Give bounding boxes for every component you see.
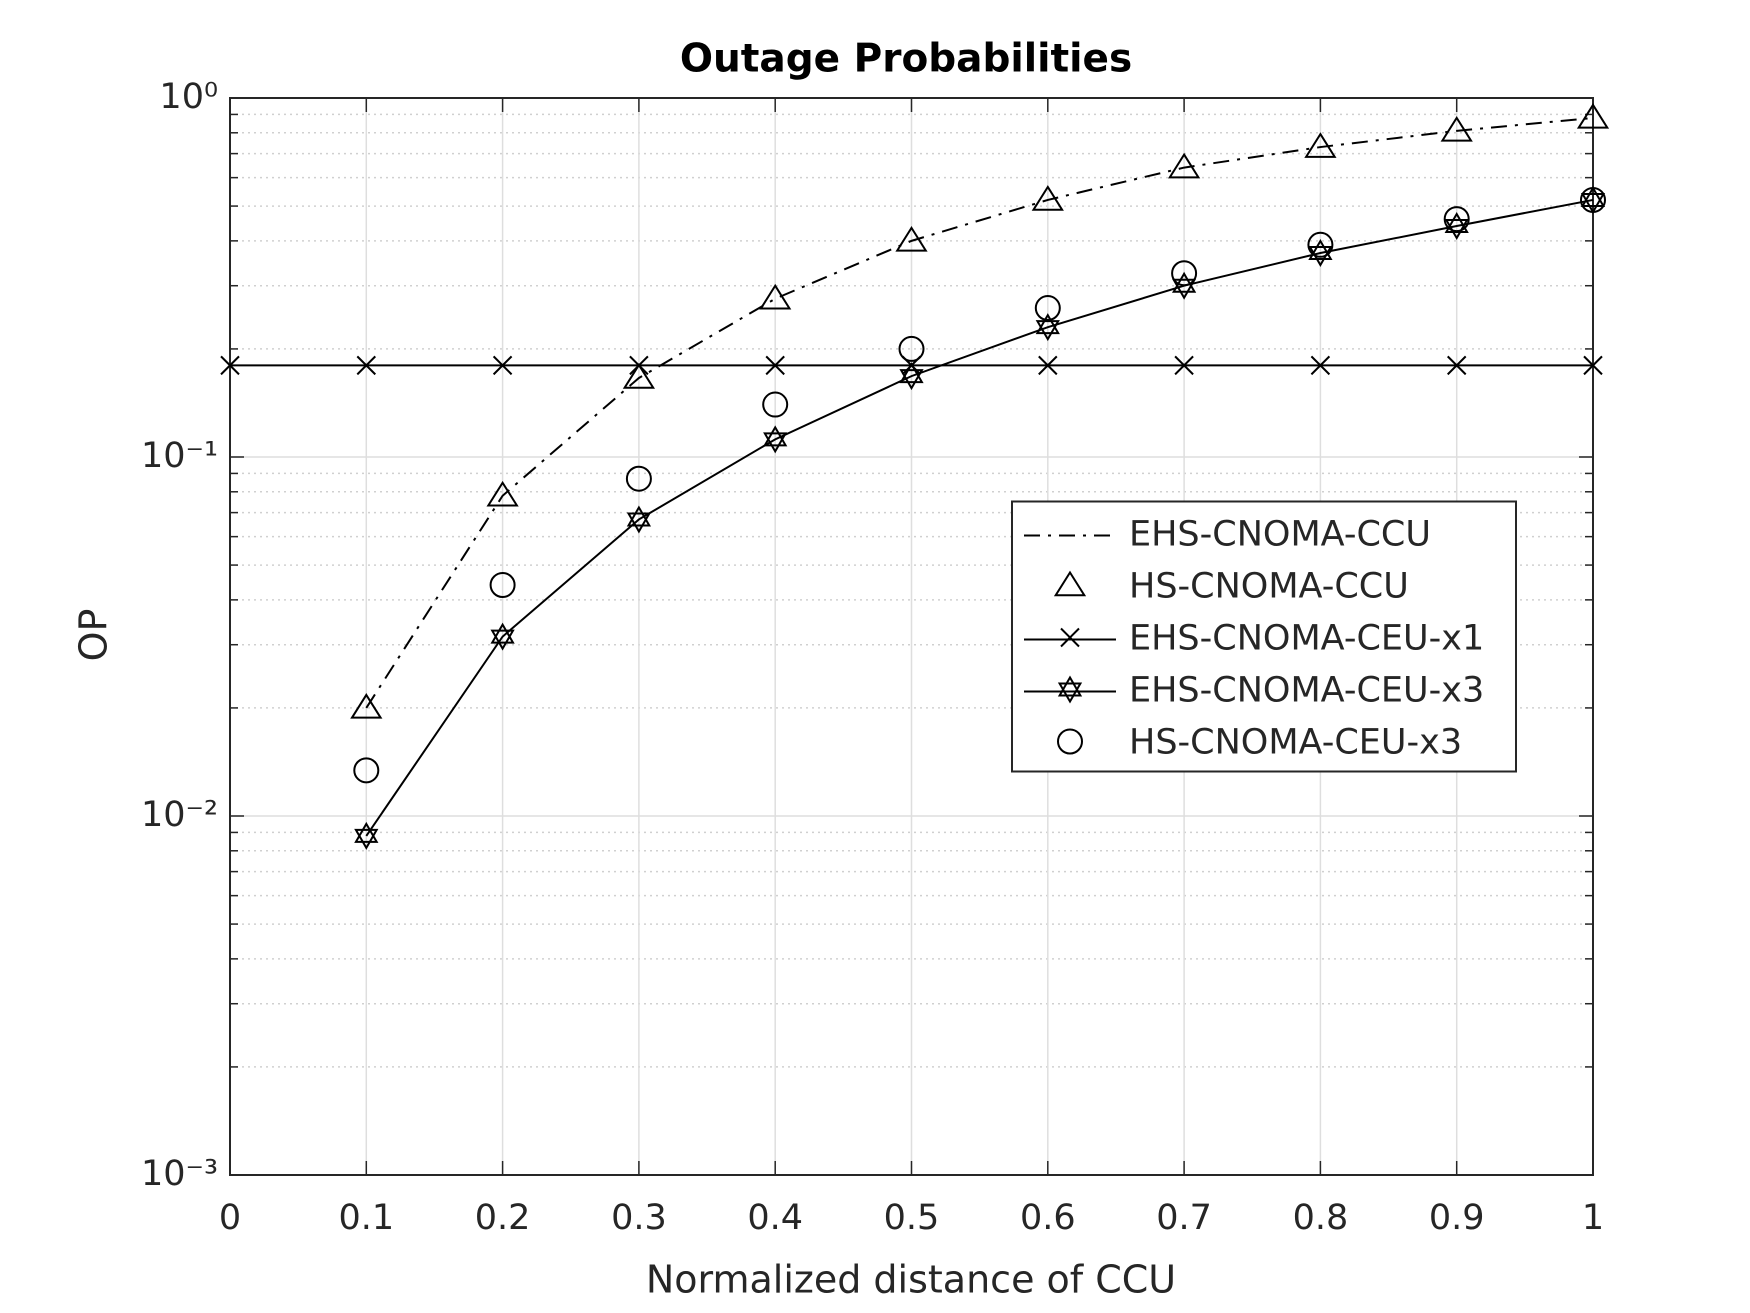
legend-label: HS-CNOMA-CEU-x3 <box>1129 723 1462 763</box>
marker-triangle <box>1440 115 1473 142</box>
y-tick-label: 10⁻¹ <box>141 436 218 476</box>
x-tick-label: 0.2 <box>475 1198 531 1238</box>
x-tick-label: 0 <box>219 1198 241 1238</box>
series-line <box>365 198 1594 837</box>
marker-star <box>354 821 379 850</box>
y-tick-label: 10⁰ <box>159 77 218 117</box>
chart-title: Outage Probabilities <box>680 37 1132 82</box>
x-tick-label: 0.3 <box>611 1198 667 1238</box>
marker-triangle <box>1576 103 1610 129</box>
marker-star <box>899 362 924 391</box>
marker-circle <box>1307 231 1334 258</box>
marker-triangle <box>486 480 519 507</box>
x-tick-label: 0.4 <box>747 1198 803 1238</box>
marker-triangle <box>1031 185 1064 211</box>
marker-triangle <box>1053 570 1087 597</box>
legend-label: EHS-CNOMA-CCU <box>1129 515 1431 555</box>
legend: EHS-CNOMA-CCU HS-CNOMA-CCU EHS-CNOMA-CEU-x… <box>1011 500 1517 773</box>
x-tick-label: 0.6 <box>1020 1198 1076 1238</box>
marker-triangle <box>759 283 792 310</box>
marker-circle <box>1171 260 1198 287</box>
marker-circle <box>1580 186 1606 213</box>
marker-star <box>626 505 652 534</box>
marker-x <box>220 355 240 376</box>
x-tick-label: 0.5 <box>884 1198 940 1238</box>
legend-label: EHS-CNOMA-CEU-x3 <box>1129 671 1484 711</box>
marker-x <box>1174 355 1194 376</box>
plot-frame <box>229 97 1594 1176</box>
marker-x <box>1060 627 1080 648</box>
marker-triangle <box>1167 152 1201 179</box>
marker-circle <box>762 391 789 418</box>
x-tick-label: 0.9 <box>1429 1198 1485 1238</box>
marker-circle <box>1057 728 1083 755</box>
marker-triangle <box>1304 132 1337 158</box>
y-tick-label: 10⁻² <box>141 795 218 835</box>
marker-x <box>1583 355 1603 376</box>
legend-label: EHS-CNOMA-CEU-x1 <box>1129 619 1484 659</box>
marker-circle <box>353 757 380 784</box>
y-axis-label: OP <box>72 609 116 662</box>
marker-star <box>490 622 515 651</box>
y-tick-label: 10⁻³ <box>141 1154 218 1194</box>
marker-x <box>1310 355 1331 376</box>
series-line <box>365 116 1594 709</box>
marker-star <box>1035 313 1060 342</box>
marker-triangle <box>895 225 928 252</box>
marker-x <box>629 355 649 376</box>
marker-circle <box>489 572 516 599</box>
marker-triangle <box>622 363 656 389</box>
marker-circle <box>1034 295 1061 322</box>
legend-box <box>1011 500 1517 773</box>
x-tick-label: 0.1 <box>338 1198 394 1238</box>
marker-star <box>1057 675 1083 704</box>
marker-circle <box>1443 206 1470 233</box>
marker-x <box>356 355 377 376</box>
marker-star <box>763 425 788 454</box>
marker-star <box>1580 185 1606 214</box>
x-tick-label: 1 <box>1582 1198 1604 1238</box>
marker-circle <box>625 465 652 492</box>
marker-star <box>1171 271 1197 300</box>
marker-triangle <box>350 693 383 719</box>
marker-x <box>492 355 513 376</box>
x-tick-label: 0.8 <box>1293 1198 1349 1238</box>
marker-x <box>1038 355 1058 376</box>
marker-x <box>1446 355 1467 376</box>
marker-circle <box>898 335 925 362</box>
marker-x <box>765 355 785 376</box>
x-axis-label: Normalized distance of CCU <box>646 1258 1176 1302</box>
legend-label: HS-CNOMA-CCU <box>1129 567 1409 607</box>
x-tick-label: 0.7 <box>1156 1198 1212 1238</box>
